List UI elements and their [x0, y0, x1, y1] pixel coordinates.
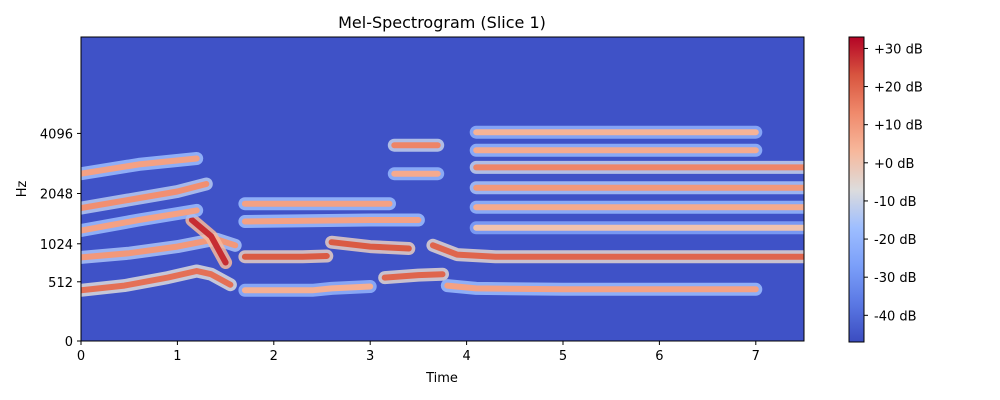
harmonic-band [81, 207, 200, 234]
x-tick-label: 4 [462, 349, 470, 364]
y-axis: 0 512 1024 2048 4096 [40, 127, 81, 350]
harmonic-band [381, 271, 446, 281]
spectrogram-harmonic-bands [81, 125, 804, 297]
x-tick-label: 6 [655, 349, 663, 364]
chart-title: Mel-Spectrogram (Slice 1) [338, 13, 546, 32]
colorbar-tick-label: +0 dB [874, 157, 914, 172]
harmonic-band [429, 242, 804, 260]
y-tick-label: 2048 [40, 187, 73, 202]
colorbar: +30 dB +20 dB +10 dB +0 dB -10 dB -20 dB -30 d… [848, 36, 923, 343]
harmonic-band [81, 268, 234, 294]
harmonic-band [241, 283, 374, 294]
x-axis: 0 1 2 3 4 5 6 7 [77, 341, 760, 364]
harmonic-band [241, 253, 330, 260]
x-tick-label: 7 [752, 349, 760, 364]
harmonic-band [81, 181, 210, 212]
harmonic-band [328, 239, 412, 252]
plot-frame [80, 36, 805, 342]
x-axis-label: Time [425, 371, 458, 386]
harmonic-band [444, 282, 759, 293]
y-tick-label: 4096 [40, 127, 73, 142]
x-tick-label: 2 [270, 349, 278, 364]
y-axis-label: Hz [15, 181, 30, 198]
y-tick-label: 0 [65, 335, 73, 350]
x-tick-label: 1 [173, 349, 181, 364]
y-tick-label: 512 [48, 276, 73, 291]
colorbar-tick-label: +10 dB [874, 119, 923, 134]
harmonic-band [81, 155, 200, 177]
spectrogram-plot-area [81, 37, 804, 341]
harmonic-band [188, 217, 229, 266]
y-tick-label: 1024 [40, 238, 73, 253]
x-tick-label: 5 [559, 349, 567, 364]
colorbar-tick-label: -30 dB [874, 271, 917, 286]
colorbar-ticks: +30 dB +20 dB +10 dB +0 dB -10 dB -20 dB -30 d… [864, 42, 923, 324]
harmonic-band [81, 236, 239, 261]
colorbar-tick-label: +20 dB [874, 81, 923, 96]
harmonic-band [241, 217, 422, 225]
colorbar-gradient [848, 36, 865, 343]
x-tick-label: 0 [77, 349, 85, 364]
x-tick-label: 3 [366, 349, 374, 364]
colorbar-tick-label: +30 dB [874, 42, 923, 57]
colorbar-tick-label: -10 dB [874, 195, 917, 210]
colorbar-tick-label: -20 dB [874, 233, 917, 248]
colorbar-tick-label: -40 dB [874, 309, 917, 324]
